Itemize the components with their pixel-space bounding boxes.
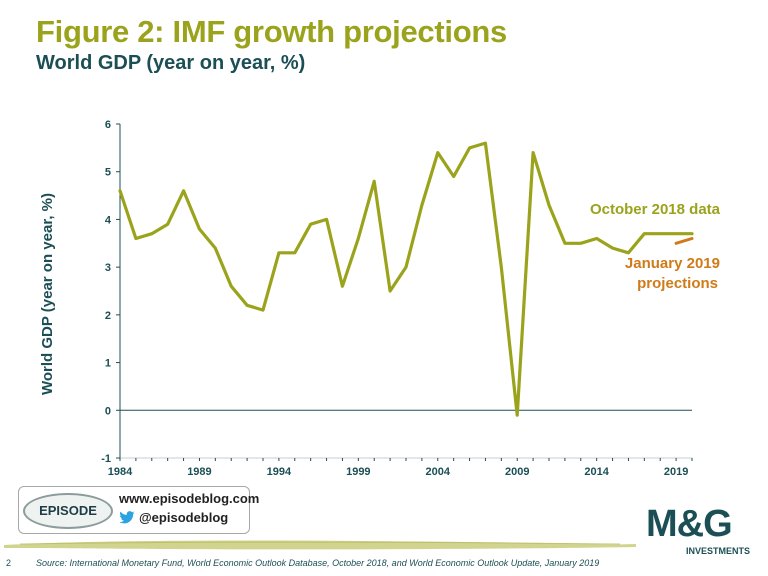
x-tick-label: 2004 [426,466,451,478]
x-tick-label: 1994 [267,466,292,478]
twitter-bird-icon [119,511,135,524]
x-tick-labels: 1984 1989 1994 1999 2004 2009 2014 2019 [108,466,689,478]
page-number: 2 [6,558,12,568]
y-tick-label: -1 [101,453,111,465]
twitter-handle-link[interactable]: @episodeblog [139,510,229,525]
y-tick-label: 1 [105,358,111,370]
x-tick-label: 1989 [187,466,211,478]
y-tick-label: 5 [105,167,111,179]
episode-logo: EPISODE [23,493,113,529]
x-tick-label: 1984 [108,466,133,478]
series-line-october-2018 [118,141,694,417]
y-tick-labels: -1 0 1 2 3 4 5 6 [101,119,112,465]
blog-url-link[interactable]: www.episodeblog.com [119,491,260,506]
y-axis-label: World GDP (year on year, %) [39,193,56,395]
y-tick-label: 4 [105,214,112,226]
x-tick-label: 2014 [584,466,609,478]
x-tick-label: 2019 [664,466,688,478]
page-title: Figure 2: IMF growth projections [36,14,507,49]
annotation-october-2018: October 2018 data [590,201,721,218]
chart-series [118,141,694,417]
mg-logo-subtext: INVESTMENTS [686,546,751,556]
y-tick-label: 0 [105,405,111,417]
y-tick-label: 6 [105,119,111,131]
chart-axes [116,123,693,461]
decorative-brush-stroke [4,540,636,550]
y-tick-label: 2 [105,310,111,322]
gdp-line-chart: -1 0 1 2 3 4 5 6 1984 1989 1994 1999 2004 2009 2014 20… [39,119,721,478]
series-line-january-2019 [674,237,694,245]
annotation-projections: projections [637,275,718,292]
mg-logo: M&G [646,503,733,545]
x-tick-label: 2009 [505,466,529,478]
episode-blog-badge[interactable]: EPISODE www.episodeblog.com @episodeblog [18,486,259,534]
page-subtitle: World GDP (year on year, %) [36,52,306,74]
y-tick-label: 3 [105,262,111,274]
source-note: Source: International Monetary Fund, Wor… [36,558,600,568]
x-tick-label: 1999 [346,466,370,478]
annotation-january-2019: January 2019 [625,255,720,272]
